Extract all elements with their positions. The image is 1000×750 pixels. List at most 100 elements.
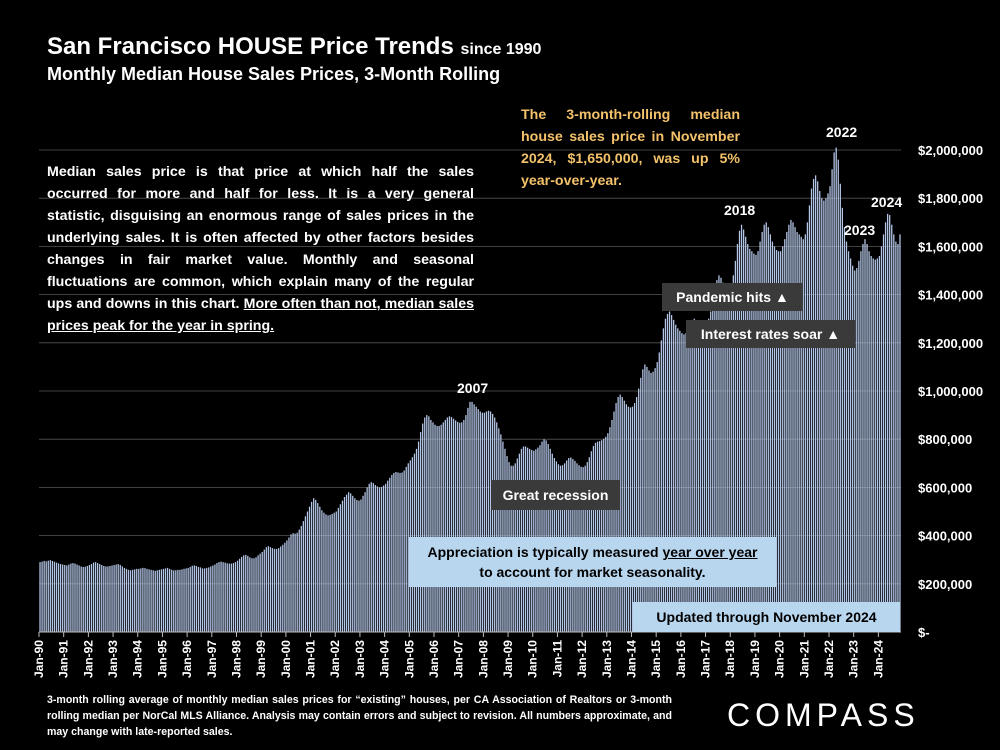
bar <box>621 397 623 632</box>
bar <box>317 503 319 632</box>
bar <box>366 487 368 632</box>
bar <box>201 568 204 632</box>
bar <box>852 265 854 632</box>
bar <box>327 515 329 632</box>
bar <box>808 205 811 632</box>
bar <box>720 277 722 632</box>
bar <box>777 251 780 632</box>
bar <box>806 222 809 633</box>
bar <box>234 562 237 632</box>
bar <box>829 186 831 632</box>
bar <box>131 569 134 632</box>
bar <box>817 181 819 632</box>
bar <box>374 484 377 632</box>
source-footnote: 3-month rolling average of monthly media… <box>47 694 672 738</box>
x-tick-label: Jan-08 <box>476 640 490 678</box>
bar <box>882 234 885 632</box>
year-label-2022: 2022 <box>826 124 858 140</box>
bar <box>426 415 428 632</box>
bar <box>891 224 893 632</box>
bar <box>703 326 706 632</box>
bar <box>623 400 625 632</box>
bar <box>636 397 638 632</box>
bar <box>856 268 858 632</box>
x-tick-label: Jan-06 <box>427 640 441 678</box>
description-main: Median sales price is that price at whic… <box>47 164 474 312</box>
x-tick-label: Jan-91 <box>57 640 71 678</box>
bar <box>84 566 86 632</box>
bar <box>183 568 185 632</box>
bar <box>407 463 409 632</box>
bar <box>837 159 839 632</box>
bar <box>705 323 708 632</box>
bar <box>652 371 654 632</box>
bar <box>399 472 401 632</box>
bar <box>86 565 88 632</box>
y-tick-label: $200,000 <box>918 577 972 592</box>
page-title: San Francisco HOUSE Price Trends since 1… <box>47 33 541 61</box>
bar <box>728 288 730 632</box>
y-tick-label: $1,400,000 <box>918 288 983 303</box>
bar <box>345 494 348 632</box>
bar <box>360 499 362 632</box>
bar <box>226 563 228 632</box>
bar <box>683 334 685 632</box>
y-tick-label: $800,000 <box>918 432 972 447</box>
bar <box>142 567 144 632</box>
bar <box>300 525 302 632</box>
bar <box>111 565 113 632</box>
bar <box>422 423 424 632</box>
bar <box>675 324 677 632</box>
bar <box>70 563 72 632</box>
bar <box>691 321 693 632</box>
bar <box>444 419 446 632</box>
bar <box>195 565 198 632</box>
bar <box>769 234 772 632</box>
bar <box>673 319 675 632</box>
page-subtitle: Monthly Median House Sales Prices, 3-Mon… <box>47 64 501 84</box>
bar <box>876 258 878 632</box>
bar <box>66 565 68 632</box>
bar <box>362 495 364 632</box>
bar <box>247 555 249 632</box>
bar <box>440 424 442 632</box>
bar <box>668 311 671 632</box>
bar <box>494 417 496 632</box>
bar <box>860 251 862 632</box>
bar <box>59 564 62 632</box>
bar <box>115 564 117 632</box>
x-tick-label: Jan-97 <box>205 640 219 678</box>
bar <box>179 569 181 632</box>
bar <box>642 369 644 632</box>
bar <box>436 425 438 632</box>
bar <box>350 493 352 632</box>
bar <box>127 569 130 632</box>
bar <box>230 563 232 632</box>
bar <box>864 239 866 633</box>
bar <box>874 259 876 632</box>
bar <box>419 431 422 632</box>
bar <box>92 562 95 632</box>
bar <box>310 501 313 632</box>
appreciation-underlined: year over year <box>662 544 758 560</box>
bar <box>670 315 673 632</box>
bar <box>241 556 243 632</box>
bar <box>282 544 284 632</box>
bar <box>792 222 794 633</box>
bar <box>236 560 239 632</box>
title-since: since 1990 <box>460 41 542 58</box>
bar <box>315 499 317 632</box>
bar <box>771 241 774 632</box>
bar <box>880 246 883 632</box>
bar <box>395 471 397 632</box>
bar <box>203 568 206 632</box>
bar <box>292 533 294 632</box>
bar <box>265 547 267 632</box>
bar <box>654 368 656 632</box>
bar <box>646 366 648 632</box>
x-tick-label: Jan-01 <box>304 640 318 678</box>
bar <box>619 394 621 632</box>
bar <box>541 441 543 632</box>
bar <box>477 409 479 632</box>
bar <box>294 533 296 632</box>
